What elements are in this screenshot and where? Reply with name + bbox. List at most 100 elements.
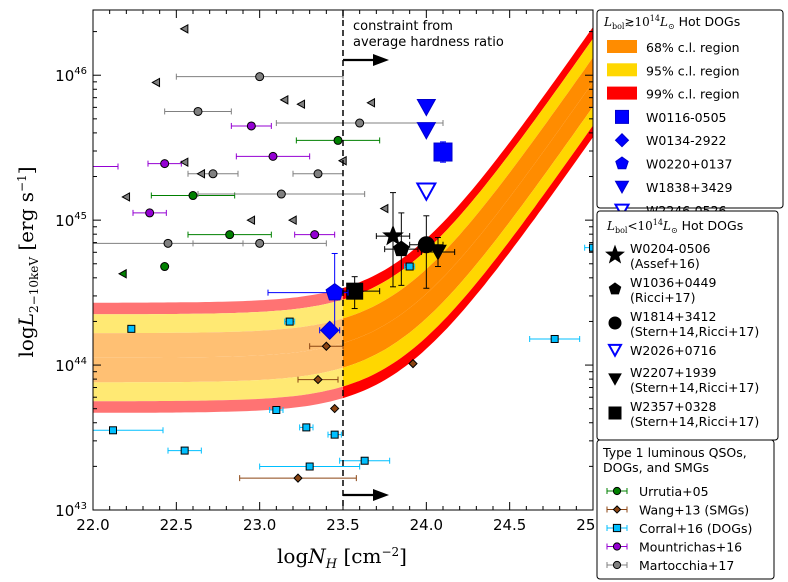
- comparison-point: [408, 358, 418, 369]
- comparison-point: [355, 118, 365, 128]
- data-points: [93, 23, 593, 483]
- comparison-point: [180, 446, 189, 455]
- hot-dog-w2357+0328: [346, 282, 364, 300]
- legend-marker: [613, 203, 631, 219]
- x-tick-label: 22.0: [76, 516, 109, 534]
- legend-label: Martocchia+17: [639, 558, 734, 573]
- legend-type1-title: DOGs, and SMGs: [603, 460, 709, 475]
- legend-label: Mountrichas+16: [639, 540, 742, 555]
- arrow-top-head: [373, 54, 389, 66]
- comparison-point: [296, 99, 306, 110]
- legend-label: 99% c.l. region: [646, 87, 740, 102]
- legend-hot-high-box: [596, 9, 784, 209]
- legend-label: W0220+0137: [646, 157, 732, 172]
- comparison-point: [293, 473, 303, 483]
- comparison-point: [255, 72, 265, 82]
- hot-dog-w1036+0449: [393, 240, 410, 257]
- y-tick-label: 1045: [55, 211, 87, 230]
- legend-marker: [608, 282, 622, 295]
- band-68-upper: [93, 57, 593, 358]
- legend-marker: [612, 486, 622, 496]
- comparison-point: [208, 169, 218, 179]
- confidence-bands: [93, 27, 593, 413]
- legend-marker: [614, 132, 630, 148]
- comparison-point: [313, 169, 323, 179]
- legend-label: (Ricci+17): [630, 290, 696, 305]
- comparison-point: [279, 95, 289, 105]
- legend-label: W0134-2922: [646, 133, 727, 148]
- comparison-point: [127, 324, 136, 333]
- comparison-point: [321, 341, 332, 351]
- comparison-point: [188, 191, 198, 201]
- axis-labels: logNH [cm−2] logL2−10keV [erg s−1]: [14, 166, 407, 572]
- comparison-point: [225, 230, 235, 240]
- legend-marker: [614, 180, 630, 195]
- comparison-point: [193, 106, 203, 116]
- arrow-bottom-head: [373, 489, 389, 501]
- unconstrained-region-overlay: [93, 10, 343, 510]
- x-tick-label: 22.5: [160, 516, 193, 534]
- x-tick-label: 24.0: [410, 516, 443, 534]
- legend-marker: [612, 560, 622, 570]
- comparison-point: [145, 208, 155, 218]
- comparison-point: [333, 135, 343, 145]
- comparison-point: [287, 215, 297, 225]
- y-tick-label: 1044: [55, 356, 87, 375]
- band-95-upper: [93, 38, 593, 334]
- legend-swatch: [607, 40, 637, 53]
- comparison-point: [117, 268, 127, 279]
- legend-hot-high: Lbol≳1014L⊙ Hot DOGs 68% c.l. region 95% c…: [596, 9, 784, 219]
- x-tick-label: 23.0: [243, 516, 276, 534]
- y-tick-label: 1043: [55, 501, 87, 520]
- x-tick-label: 24.5: [493, 516, 526, 534]
- band-95-lower: [93, 106, 593, 402]
- comparison-point: [310, 230, 320, 240]
- comparison-point: [276, 189, 286, 199]
- comparison-point: [179, 157, 189, 168]
- comparison-point: [246, 121, 256, 131]
- comparison-point: [302, 423, 311, 432]
- legend-label: W1838+3429: [646, 180, 733, 195]
- comparison-point: [121, 192, 131, 202]
- legend-marker: [612, 542, 622, 551]
- x-axis-label: logNH [cm−2]: [277, 544, 407, 572]
- comparison-point: [329, 403, 340, 414]
- band-99-lower: [93, 125, 593, 413]
- legend-label: W1814+3412: [630, 309, 716, 324]
- hot-dog-w0220+0137: [325, 282, 344, 301]
- legend-type1: Type 1 luminous QSOs,DOGs, and SMGs Urrut…: [596, 439, 775, 580]
- comparison-point: [272, 406, 281, 414]
- x-tick-label: 23.5: [326, 516, 359, 534]
- legend-hot-low-title: Lbol<1014L⊙ Hot DOGs: [606, 218, 743, 235]
- comparison-point: [179, 23, 189, 34]
- legend-swatch: [607, 63, 637, 77]
- legend-label: W1036+0449: [630, 275, 717, 290]
- unconstrained-overlay: [93, 10, 343, 510]
- y-axis-label: logL2−10keV [erg s−1]: [14, 166, 41, 357]
- annotation-line-1: constraint from: [353, 19, 453, 34]
- legend-label: Urrutia+05: [639, 484, 709, 499]
- legend-type1-box: [596, 439, 775, 580]
- hot-dog-w1838+3429: [416, 122, 437, 140]
- comparison-point: [360, 456, 369, 465]
- legend-label: (Stern+14,Ricci+17): [630, 380, 759, 395]
- legend-type1-title: Type 1 luminous QSOs,: [602, 445, 747, 460]
- comparison-point: [313, 374, 323, 385]
- legend-label: W2026+0716: [630, 343, 717, 358]
- legend-label: (Assef+16): [630, 256, 700, 271]
- legend-label: W0116-0505: [646, 110, 727, 125]
- legend-marker: [608, 316, 622, 330]
- comparison-point: [160, 159, 170, 169]
- legend-marker: [607, 343, 623, 358]
- legend-label: 95% c.l. region: [646, 63, 740, 78]
- legend-marker: [615, 156, 629, 170]
- comparison-point: [405, 262, 414, 271]
- legend-marker: [608, 373, 622, 386]
- hot-dog-w0116-0505: [433, 142, 453, 162]
- band-68-lower: [93, 82, 593, 383]
- y-tick-label: 1046: [55, 66, 87, 85]
- comparison-point: [160, 262, 170, 272]
- comparison-point: [305, 462, 314, 471]
